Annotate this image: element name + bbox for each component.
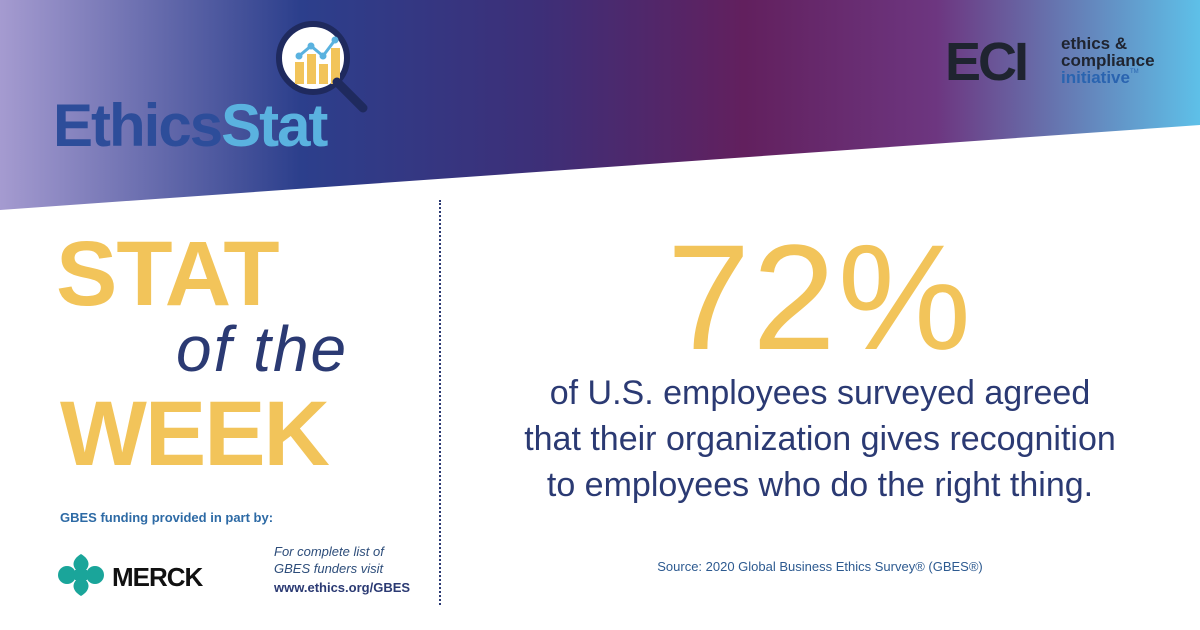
merck-logo-icon [58, 554, 104, 596]
ethicsstat-wordmark: EthicsStat [53, 96, 328, 156]
eci-line-3: initiative [1061, 68, 1130, 87]
week-word: WEEK [60, 383, 330, 485]
eci-letters: ECI [945, 32, 1029, 92]
funding-label: GBES funding provided in part by: [60, 510, 274, 525]
stat-word: STAT [56, 223, 280, 325]
funders-url-link[interactable]: www.ethics.org/GBES [274, 580, 411, 595]
magnifier-chart-icon [276, 21, 368, 113]
source-citation: Source: 2020 Global Business Ethics Surv… [657, 559, 983, 574]
eci-line-1: ethics & [1061, 34, 1128, 53]
funders-note: For complete list of GBES funders visit [274, 543, 434, 577]
merck-wordmark: MERCK [112, 562, 203, 592]
eci-trademark: TM [1129, 69, 1139, 75]
stat-description: of U.S. employees surveyed agreed that t… [470, 370, 1170, 508]
of-the-text: of the [176, 313, 349, 385]
eci-line-2: compliance [1061, 51, 1155, 70]
stat-description-line-3: to employees who do the right thing. [546, 466, 1094, 504]
logo-stat-part: Stat [221, 92, 328, 159]
logo-ethics-part: Ethics [53, 92, 223, 159]
funders-note-line-1: For complete list of [274, 544, 384, 559]
ethicsstat-logo: EthicsStat [48, 18, 388, 158]
funders-note-line-2: GBES funders visit [274, 561, 384, 576]
eci-wordmark: ethics & compliance initiativeTM [1061, 35, 1155, 87]
merck-logo: MERCK [57, 552, 217, 598]
stat-description-line-1: of U.S. employees surveyed agreed [549, 374, 1091, 412]
eci-logo: ECI ethics & compliance initiativeTM [945, 35, 1175, 95]
big-stat-value: 72% [666, 213, 974, 381]
stat-description-line-2: that their organization gives recognitio… [524, 420, 1116, 458]
vertical-divider [439, 200, 441, 605]
